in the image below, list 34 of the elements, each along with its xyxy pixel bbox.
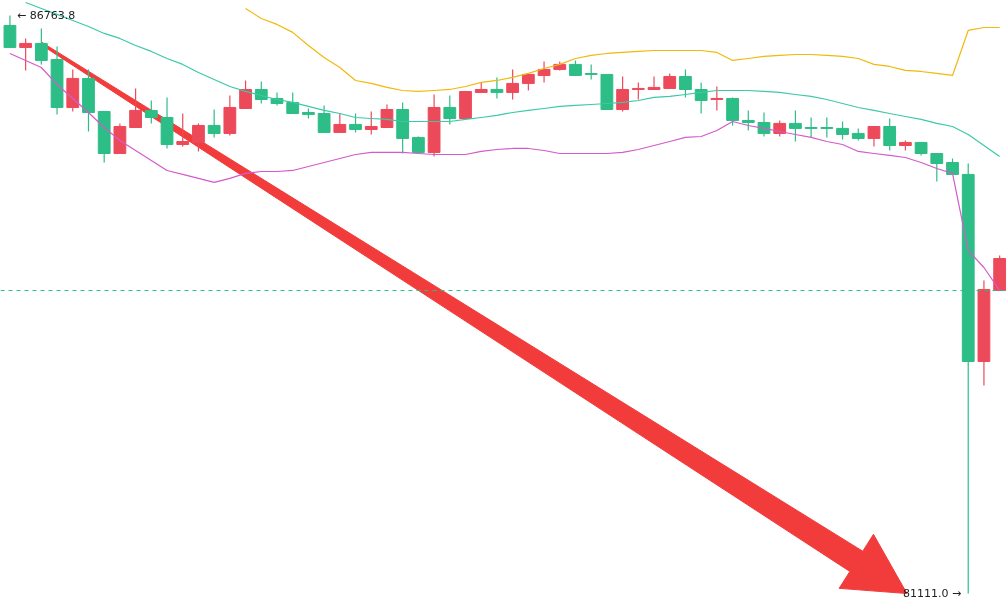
candlestick (726, 96, 739, 127)
candlestick (239, 79, 252, 110)
candlestick (616, 75, 629, 113)
candlestick (804, 116, 818, 139)
candlestick (789, 109, 802, 143)
candlestick (443, 94, 457, 126)
candlestick (129, 87, 142, 129)
candlestick (192, 122, 205, 153)
candlestick (207, 108, 221, 139)
candlestick (506, 68, 520, 101)
candlestick (679, 68, 692, 99)
candlestick (380, 103, 394, 129)
candlestick (741, 109, 755, 132)
annotation: 81111.0 → (902, 587, 962, 601)
candlestick (490, 76, 504, 100)
candlestick (883, 117, 897, 152)
candlestick (647, 75, 661, 91)
candlestick (537, 60, 551, 84)
candlestick (19, 37, 33, 72)
candlestick (349, 112, 362, 134)
candlestick (144, 99, 158, 125)
candlestick (757, 111, 771, 138)
candlestick (867, 125, 881, 148)
candlestick (710, 85, 724, 112)
candlestick (333, 112, 347, 134)
candlestick (34, 27, 48, 66)
candlestick (930, 152, 944, 183)
candlestick (820, 116, 834, 139)
candlestick (286, 91, 300, 115)
candlestick (694, 81, 708, 115)
candlestick (364, 110, 378, 136)
candlestick (3, 14, 17, 49)
candlestick (176, 112, 190, 148)
candlestick (317, 104, 331, 134)
